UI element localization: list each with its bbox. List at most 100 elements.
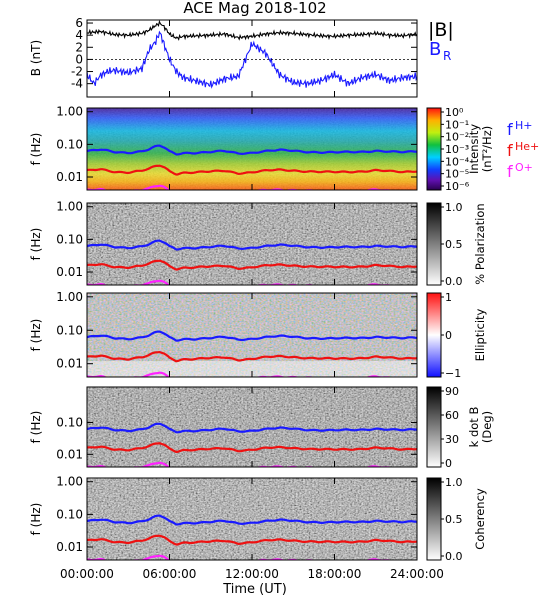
colorbar-tick-label: 0.5: [445, 513, 463, 526]
y-tick-label: 0.01: [56, 447, 83, 461]
x-tick-label: 06:00:00: [143, 567, 197, 581]
curve-f-h: [87, 422, 417, 434]
spectrogram-texture: [87, 387, 417, 467]
legend-f-h: f: [507, 120, 513, 139]
curve-f-he: [87, 164, 417, 176]
colorbar: 1 0 −1 Ellipticity: [426, 291, 487, 380]
y-tick-label: 4: [75, 28, 83, 42]
panel-power-spectrum: 1.000.100.01f (Hz)10⁰10⁻¹10⁻²10⁻³10⁻⁴10⁻…: [29, 105, 539, 193]
legend-f-h-subscript: H+: [515, 119, 533, 132]
y-tick-label: 0.10: [56, 232, 83, 246]
colorbar-scale: [426, 386, 442, 468]
legend-f-he: f: [507, 141, 513, 160]
curve-f-he: [87, 350, 417, 363]
colorbar-tick-label: 1: [445, 291, 452, 304]
y-axis-label: f (Hz): [29, 228, 43, 261]
y-axis-label: f (Hz): [29, 411, 43, 444]
colorbar-tick-label: 0.5: [445, 238, 463, 251]
plot-area: [87, 20, 417, 97]
x-axis: 00:00:00 06:00:00 12:00:00 18:00:00 24:00:00: [60, 567, 444, 581]
colorbar-label: Ellipticity: [473, 308, 487, 361]
colorbar-tick-label: 10⁻³: [445, 143, 469, 156]
y-tick-label: 0.01: [56, 357, 83, 371]
colorbar-tick-label: 1.0: [445, 476, 463, 489]
panel-ellipticity: 1.00 0.10 0.01 f (Hz) 1 0 −1 Ellipticity: [29, 290, 487, 380]
colorbar-tick-label: 10⁻⁶: [445, 180, 470, 193]
legend-f-o: f: [507, 162, 513, 181]
y-tick-label: 1.00: [56, 475, 83, 489]
legend-b-total: |B|: [428, 19, 454, 41]
colorbar: 1.0 0.5 0.0 % Polarization: [426, 201, 487, 288]
panel-polarization: 1.00 0.10 0.01 f (Hz) 1.0 0.5 0.0 % Polarizatio…: [29, 200, 487, 288]
spectrogram-image: [87, 203, 417, 285]
y-tick-label: 0.10: [56, 415, 83, 429]
colorbar-label: Coherency: [473, 488, 487, 550]
y-tick-label: 1.00: [56, 290, 83, 304]
panel-wave-normal: 0.10 0.01 f (Hz) 90 60 30 0 k dot B (Deg): [29, 385, 494, 470]
y-tick-label: 0.01: [56, 540, 83, 554]
colorbar-tick-label: 0.0: [445, 550, 463, 563]
colorbar-tick-label: 10⁻⁵: [445, 168, 469, 181]
y-axis-label: f (Hz): [29, 319, 43, 352]
colorbar-tick-label: 0.0: [445, 275, 463, 288]
curve-f-h: [87, 144, 417, 156]
colorbar-scale: [426, 202, 442, 286]
colorbar-tick-label: 10⁻⁴: [445, 155, 470, 168]
y-tick-label: 0.10: [56, 323, 83, 337]
y-tick-label: 1.00: [56, 105, 83, 119]
y-tick-label: 1.00: [56, 200, 83, 214]
curve-f-h: [87, 330, 417, 342]
colorbar-scale: [426, 292, 442, 378]
colorbar: 1.0 0.5 0.0 Coherency: [426, 476, 487, 563]
y-tick-label: 2: [75, 40, 83, 54]
y-tick-label: -2: [71, 65, 83, 79]
colorbar-unit: (nT²/Hz): [480, 126, 494, 172]
legend-b-r-subscript: R: [443, 49, 451, 63]
x-axis-title: Time (UT): [222, 582, 287, 597]
y-tick-label: 0.01: [56, 265, 83, 279]
legend-b-r: B: [429, 39, 441, 60]
curve-f-he: [87, 534, 417, 546]
spectrogram-texture: [87, 203, 417, 285]
colorbar-tick-label: 1.0: [445, 201, 463, 214]
colorbar-tick-label: −1: [445, 367, 461, 380]
panel-coherency: 1.00 0.10 0.01 f (Hz) 1.0 0.5 0.0 Coherency: [29, 475, 487, 563]
x-tick-label: 00:00:00: [60, 567, 114, 581]
colorbar-tick-label: 10⁻¹: [445, 118, 469, 131]
spectrogram-image: [87, 108, 417, 190]
y-tick-label: -4: [71, 77, 83, 91]
colorbar: 90 60 30 0 k dot B (Deg): [426, 385, 494, 470]
spectrogram-image: [87, 293, 417, 377]
figure-title: ACE Mag 2018-102: [183, 0, 326, 17]
colorbar-unit: (Deg): [480, 411, 494, 443]
series-b-total: [87, 20, 417, 41]
colorbar-tick-label: 60: [445, 409, 459, 422]
spectrogram-image: [87, 478, 417, 560]
legend-gyrofrequency: f H+f He+f O+: [507, 119, 539, 181]
curve-f-h: [87, 239, 417, 251]
curve-f-h: [87, 514, 417, 526]
y-tick-label: 6: [75, 16, 83, 30]
spectrogram-texture: [87, 108, 417, 190]
x-tick-label: 18:00:00: [308, 567, 362, 581]
colorbar-scale: [426, 477, 442, 561]
y-tick-label: 0.10: [56, 137, 83, 151]
y-tick-label: 0: [75, 52, 83, 66]
y-axis-label: B (nT): [29, 40, 43, 76]
colorbar-tick-label: 10⁻²: [445, 131, 469, 144]
x-tick-label: 12:00:00: [225, 567, 279, 581]
spectrogram-texture: [87, 478, 417, 560]
y-tick-label: 0.01: [56, 170, 83, 184]
colorbar-tick-label: 90: [445, 385, 459, 398]
colorbar-tick-label: 0: [445, 329, 452, 342]
colorbar-tick-label: 30: [445, 433, 459, 446]
y-axis-label: f (Hz): [29, 133, 43, 166]
colorbar-label: % Polarization: [473, 203, 487, 284]
colorbar-tick-label: 10⁰: [445, 106, 464, 119]
colorbar-tick-label: 0: [445, 457, 452, 470]
legend-f-o-subscript: O+: [515, 161, 533, 174]
curve-f-he: [87, 259, 417, 271]
